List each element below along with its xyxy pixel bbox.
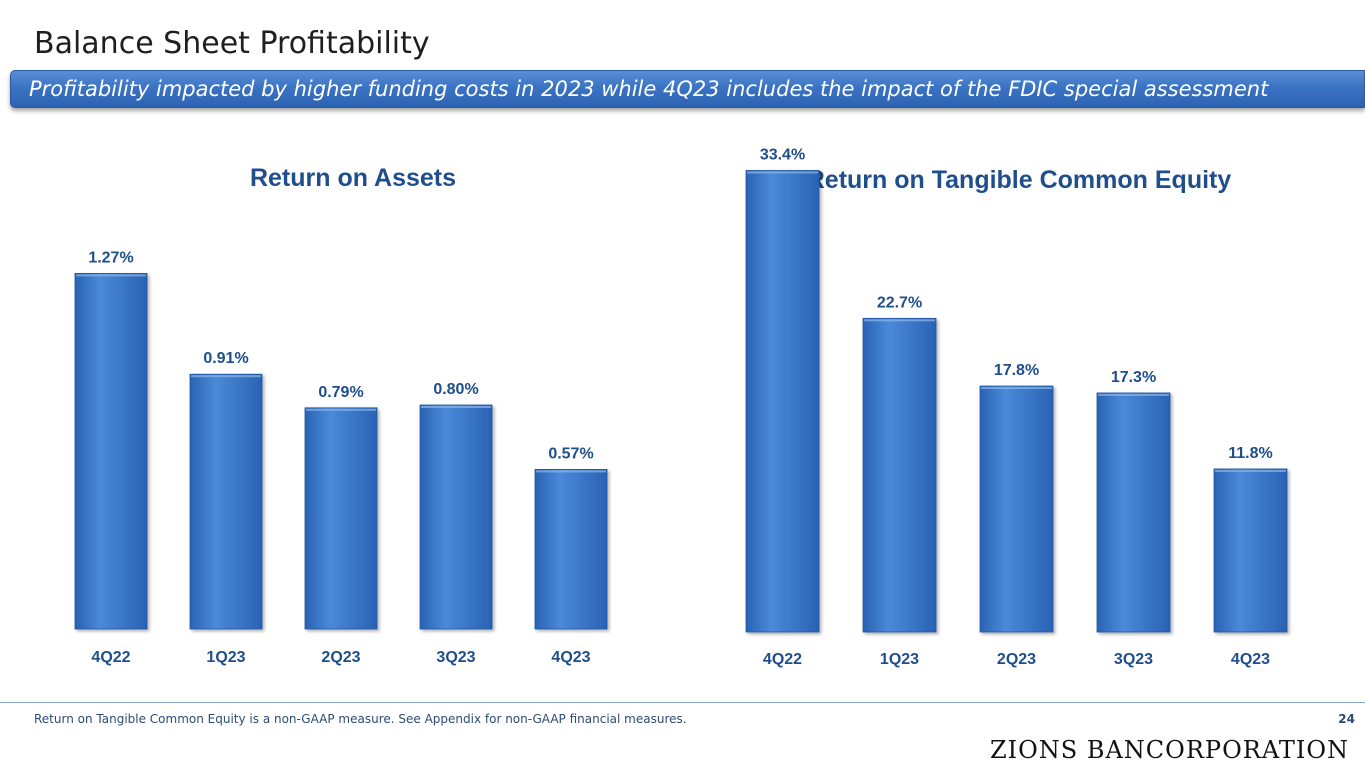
roa-chart: Return on Assets 1.27% 4Q22 0.91% 1Q23 0.79% 2…	[74, 164, 608, 666]
charts-canvas: Return on Assets 1.27% 4Q22 0.91% 1Q23 0.79% 2…	[74, 146, 1288, 668]
footer-divider	[0, 702, 1365, 703]
roa-value-label-2q23: 0.79%	[318, 384, 363, 401]
footnote: Return on Tangible Common Equity is a no…	[34, 712, 687, 726]
rotce-value-label-2q23: 17.8%	[994, 362, 1039, 379]
rotce-bar-4q23	[1213, 468, 1288, 633]
rotce-category-label-3q23: 3Q23	[1114, 651, 1153, 668]
rotce-bar-3q23	[1096, 392, 1171, 633]
rotce-value-label-1q23: 22.7%	[877, 294, 922, 311]
roa-bar-4q22	[74, 272, 148, 630]
roa-value-label-3q23: 0.80%	[433, 381, 478, 398]
roa-chart-title: Return on Assets	[250, 164, 456, 192]
roa-bar-highlight-2q23	[306, 408, 376, 411]
roa-category-label-2q23: 2Q23	[321, 649, 360, 666]
roa-category-label-3q23: 3Q23	[436, 649, 475, 666]
roa-bar-highlight-1q23	[191, 375, 261, 378]
roa-bar-2q23	[304, 407, 378, 630]
roa-category-label-4q22: 4Q22	[91, 649, 130, 666]
rotce-bar-4q22	[745, 170, 820, 633]
rotce-category-label-4q23: 4Q23	[1231, 651, 1270, 668]
rotce-chart-title: Return on Tangible Common Equity	[807, 166, 1232, 194]
banner-text: Profitability impacted by higher funding…	[29, 77, 1269, 101]
roa-value-label-4q23: 0.57%	[548, 445, 593, 462]
rotce-bar-1q23	[862, 317, 937, 633]
roa-bar-4q23	[534, 468, 608, 630]
page-number: 24	[1338, 712, 1355, 726]
page-title: Balance Sheet Profitability	[34, 26, 430, 61]
rotce-bar-2q23	[979, 385, 1054, 633]
rotce-category-label-4q22: 4Q22	[763, 651, 802, 668]
company-logo: ZIONS BANCORPORATION	[989, 736, 1349, 764]
roa-value-label-4q22: 1.27%	[88, 249, 133, 266]
rotce-bar-highlight-2q23	[981, 387, 1052, 390]
roa-bar-1q23	[189, 373, 263, 630]
rotce-bar-highlight-3q23	[1098, 393, 1169, 396]
roa-category-label-1q23: 1Q23	[206, 649, 245, 666]
headline-banner: Profitability impacted by higher funding…	[10, 70, 1365, 108]
rotce-category-label-1q23: 1Q23	[880, 651, 919, 668]
rotce-bar-highlight-4q23	[1215, 469, 1286, 472]
roa-bar-3q23	[419, 404, 493, 630]
roa-bar-highlight-4q22	[76, 274, 146, 277]
rotce-bar-highlight-4q22	[747, 171, 818, 174]
rotce-value-label-3q23: 17.3%	[1111, 369, 1156, 386]
roa-category-label-4q23: 4Q23	[551, 649, 590, 666]
rotce-category-label-2q23: 2Q23	[997, 651, 1036, 668]
rotce-bar-highlight-1q23	[864, 319, 935, 322]
rotce-value-label-4q23: 11.8%	[1228, 445, 1272, 462]
roa-bar-highlight-4q23	[536, 470, 606, 473]
roa-bar-highlight-3q23	[421, 406, 491, 408]
rotce-value-label-4q22: 33.4%	[760, 146, 805, 163]
roa-value-label-1q23: 0.91%	[203, 350, 248, 367]
